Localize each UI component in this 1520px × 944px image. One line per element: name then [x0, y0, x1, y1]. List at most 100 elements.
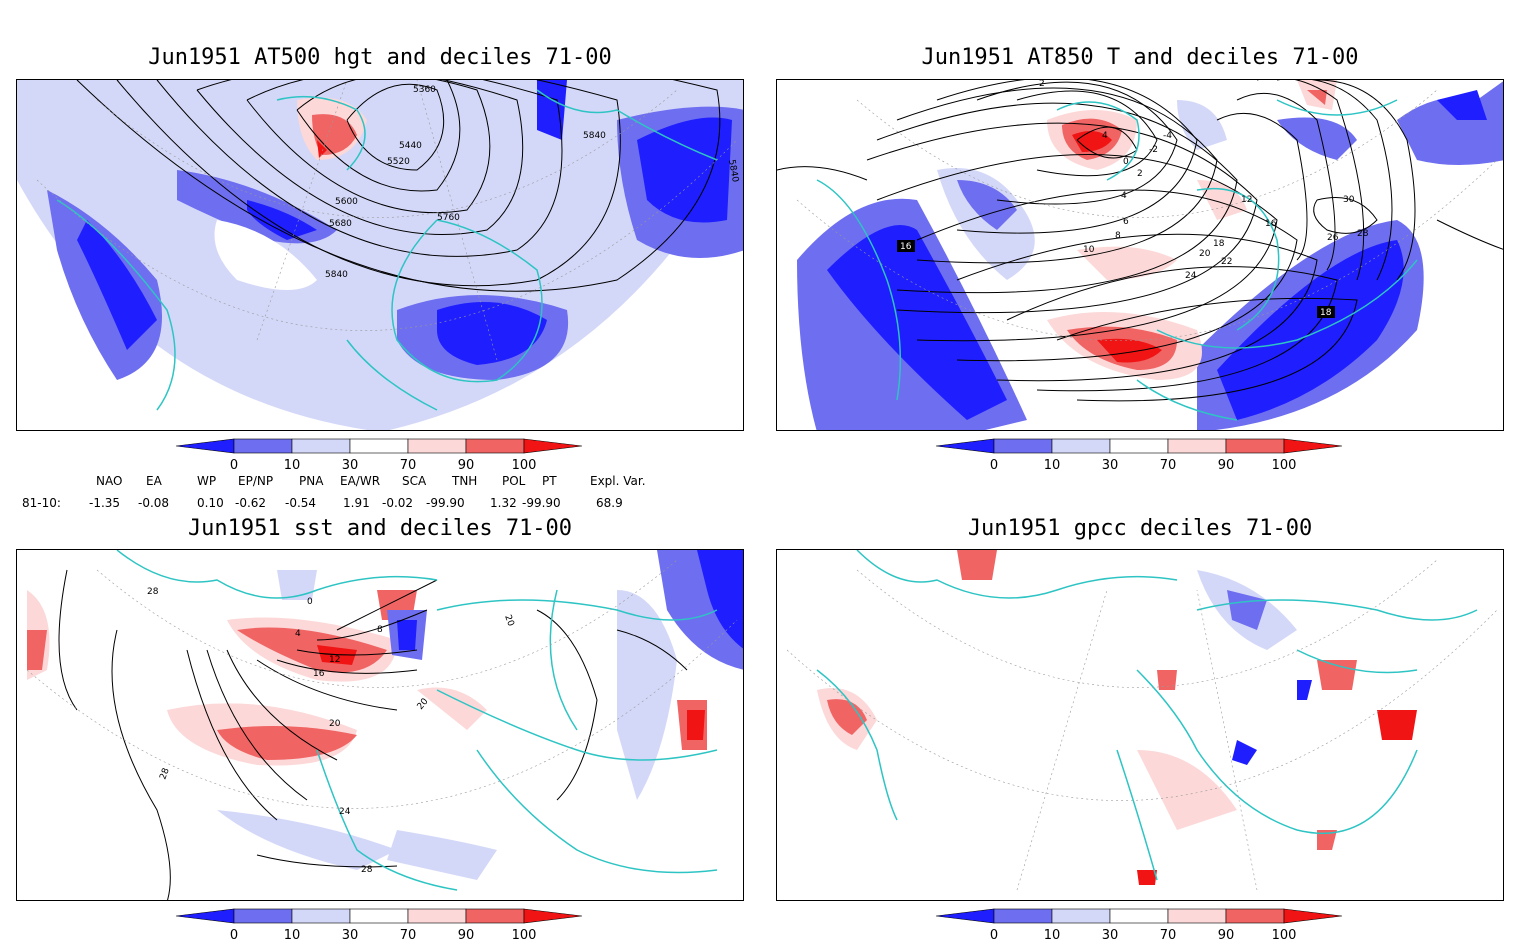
colorbar-segment — [1167, 908, 1227, 924]
colorbar-tick: 70 — [1159, 928, 1177, 943]
colorbar-tick: 100 — [1271, 928, 1297, 943]
contour-label: 8 — [377, 625, 383, 635]
colorbar-tick: 100 — [511, 928, 537, 943]
colorbar-tick: 70 — [399, 928, 417, 943]
map-panel-gpcc — [776, 549, 1504, 901]
contour-label: 4 — [1121, 191, 1127, 201]
colorbar-tick: 10 — [1043, 458, 1061, 473]
colorbar-tick: 70 — [399, 458, 417, 473]
index-value: 1.32 — [490, 496, 517, 510]
colorbar-segment — [993, 908, 1053, 924]
colorbar-gpcc: 0 10 30 70 90 100 — [935, 908, 1356, 944]
contour-label: 28 — [158, 767, 171, 781]
colorbar-tick: 10 — [1043, 928, 1061, 943]
contour-label: 26 — [1327, 233, 1339, 243]
contour-label: 5520 — [387, 157, 410, 167]
contour-label: 5840 — [726, 159, 740, 184]
colorbar-tick: 90 — [1217, 458, 1235, 473]
colorbar-tick: 0 — [229, 458, 239, 473]
colorbar-segment — [349, 438, 409, 454]
colorbar-segment — [1225, 438, 1285, 454]
contour-label: 5440 — [399, 141, 422, 151]
map-panel-hgt500: 5360 5440 5520 5600 5680 5760 5840 5840 … — [16, 79, 744, 431]
index-header: TNH — [452, 474, 478, 488]
index-header: EP/NP — [238, 474, 274, 488]
contour-label: 24 — [1185, 271, 1197, 281]
colorbar-hgt500: 0 10 30 70 90 100 — [175, 438, 596, 474]
colorbar-segment — [1225, 908, 1285, 924]
index-header: EA — [146, 474, 162, 488]
contour-label: 12 — [1241, 195, 1252, 205]
colorbar-tick: 30 — [341, 458, 359, 473]
colorbar-segment — [993, 438, 1053, 454]
contour-label: 28 — [147, 587, 159, 597]
index-header: PT — [542, 474, 557, 488]
colorbar-segment — [407, 908, 467, 924]
indices-header-row: NAO EA WP EP/NP PNA EA/WR SCA TNH POL PT… — [0, 474, 700, 490]
contour-label: 0 — [307, 597, 313, 607]
contour-label: 5360 — [413, 85, 436, 95]
colorbar-arrow-right — [1283, 438, 1343, 454]
contour-label: 2 — [1137, 169, 1143, 179]
contour-label: 5760 — [437, 213, 460, 223]
contour-label: 5840 — [325, 270, 348, 280]
colorbar-segment — [349, 908, 409, 924]
colorbar-tick: 10 — [283, 928, 301, 943]
contour-label: -2 — [1149, 145, 1158, 155]
colorbar-tick: 0 — [989, 928, 999, 943]
colorbar-segment — [1167, 438, 1227, 454]
colorbar-segment — [291, 438, 351, 454]
contour-label: 5680 — [329, 219, 352, 229]
contour-label: 28 — [1357, 229, 1369, 239]
index-value: -0.54 — [285, 496, 317, 510]
colorbar-arrow-left — [175, 438, 235, 454]
colorbar-segment — [1051, 908, 1111, 924]
index-header: Expl. Var. — [590, 474, 646, 488]
index-header: SCA — [402, 474, 427, 488]
colorbar-segment — [233, 908, 293, 924]
panel-title-sst: Jun1951 sst and deciles 71-00 — [187, 516, 573, 541]
contour-label: 24 — [339, 807, 351, 817]
index-header: EA/WR — [340, 474, 381, 488]
colorbar-segment — [465, 438, 525, 454]
contour-label: 20 — [1199, 249, 1211, 259]
contour-label: 5600 — [335, 197, 358, 207]
index-header: PNA — [299, 474, 324, 488]
contour-label: 12 — [329, 655, 340, 665]
index-header: WP — [197, 474, 217, 488]
panel-title-gpcc: Jun1951 gpcc deciles 71-00 — [967, 516, 1313, 541]
index-value: -0.62 — [235, 496, 267, 510]
contour-label: 16 — [1265, 219, 1277, 229]
colorbar-segment — [1051, 438, 1111, 454]
contour-label: 4 — [1102, 131, 1108, 141]
contour-label: 28 — [361, 865, 373, 875]
contour-label: 30 — [1343, 195, 1355, 205]
contour-label: 6 — [1123, 217, 1129, 227]
contour-label: 4 — [295, 629, 301, 639]
contour-label: 10 — [1083, 245, 1095, 255]
index-value: -0.08 — [138, 496, 170, 510]
contour-label: 0 — [1123, 157, 1129, 167]
contour-label: 2 — [1039, 80, 1045, 89]
colorbar-tick: 90 — [457, 458, 475, 473]
contour-label: 5840 — [583, 131, 606, 141]
contour-label: 18 — [1213, 239, 1225, 249]
colorbar-arrow-right — [523, 908, 583, 924]
colorbar-tick: 100 — [511, 458, 537, 473]
index-value: -1.35 — [89, 496, 121, 510]
contour-label: 16 — [313, 669, 325, 679]
colorbar-arrow-left — [935, 908, 995, 924]
contour-label-boxed: 18 — [1320, 308, 1332, 318]
panel-title-t850: Jun1951 AT850 T and deciles 71-00 — [921, 45, 1359, 70]
index-value: -99.90 — [426, 496, 465, 510]
index-header: NAO — [96, 474, 123, 488]
colorbar-segment — [465, 908, 525, 924]
colorbar-tick: 30 — [341, 928, 359, 943]
contour-label-boxed: 16 — [900, 242, 912, 252]
map-panel-sst: 28 28 0 4 8 12 16 20 24 28 20 20 — [16, 549, 744, 901]
colorbar-tick: 30 — [1101, 928, 1119, 943]
colorbar-tick: 100 — [1271, 458, 1297, 473]
colorbar-segment — [1109, 438, 1169, 454]
colorbar-segment — [1109, 908, 1169, 924]
colorbar-arrow-right — [523, 438, 583, 454]
